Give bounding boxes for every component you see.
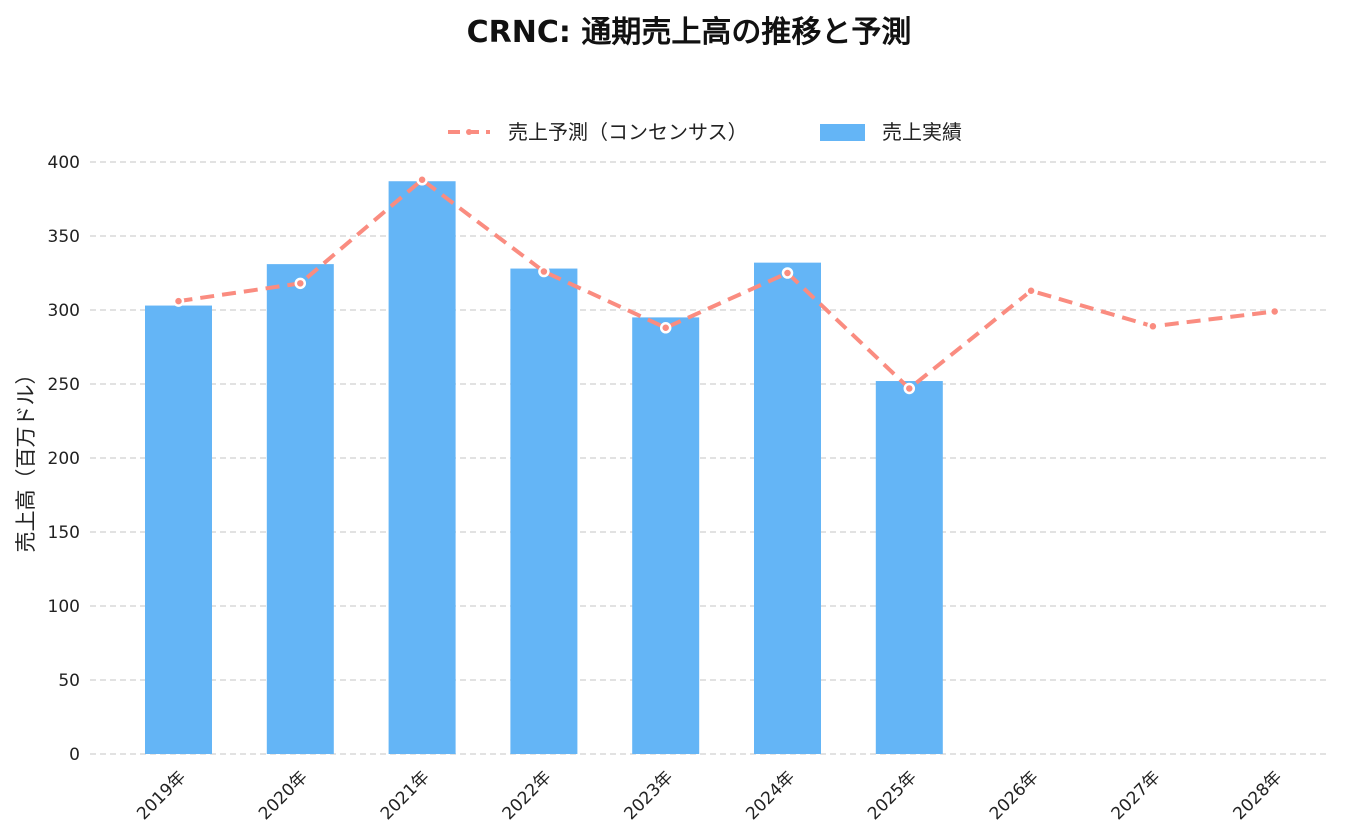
- x-tick-label: 2022年: [499, 767, 556, 824]
- legend-forecast-label: 売上予測（コンセンサス）: [508, 120, 748, 144]
- bar: [388, 181, 456, 755]
- y-tick-label: 0: [69, 745, 80, 765]
- y-tick-label: 250: [48, 375, 80, 395]
- bar: [632, 317, 700, 754]
- y-axis-label: 売上高（百万ドル）: [14, 364, 38, 553]
- legend: 売上予測（コンセンサス） 売上実績: [448, 120, 962, 144]
- x-tick-label: 2027年: [1108, 767, 1165, 824]
- y-axis-ticks: 0 50 100 150 200 250 300 350 400: [48, 153, 80, 765]
- x-tick-label: 2019年: [133, 767, 190, 824]
- forecast-point: [416, 174, 428, 186]
- y-tick-label: 300: [48, 301, 80, 321]
- x-tick-label: 2021年: [377, 767, 434, 824]
- bar: [754, 262, 821, 754]
- chart-title: CRNC: 通期売上高の推移と予測: [467, 15, 912, 50]
- forecast-point: [172, 295, 185, 307]
- forecast-point: [1025, 285, 1037, 297]
- forecast-point: [1147, 320, 1159, 333]
- bar: [266, 264, 334, 754]
- legend-actual-label: 売上実績: [882, 120, 962, 144]
- x-tick-label: 2026年: [986, 767, 1043, 824]
- y-tick-label: 200: [48, 449, 80, 469]
- forecast-line: [178, 177, 1275, 391]
- forecast-line-layer: [172, 174, 1281, 395]
- y-tick-label: 150: [48, 523, 80, 543]
- y-tick-label: 100: [48, 597, 80, 617]
- legend-forecast-marker: [466, 129, 472, 135]
- bars: [145, 181, 943, 755]
- forecast-point: [1268, 305, 1281, 318]
- legend-actual-swatch: [820, 124, 865, 141]
- y-tick-label: 350: [48, 227, 80, 247]
- bar: [510, 268, 578, 754]
- bar: [145, 305, 212, 754]
- forecast-point: [781, 267, 794, 279]
- legend-item-forecast: 売上予測（コンセンサス）: [448, 120, 748, 144]
- x-tick-label: 2028年: [1229, 767, 1286, 824]
- x-axis-ticks: 2019年 2020年 2021年 2022年 2023年 2024年 2025年 2026年…: [133, 767, 1286, 824]
- y-tick-label: 50: [58, 671, 80, 691]
- bar: [875, 381, 943, 754]
- x-tick-label: 2024年: [742, 767, 799, 824]
- legend-item-actual: 売上実績: [820, 120, 962, 144]
- x-tick-label: 2020年: [255, 767, 312, 824]
- x-tick-label: 2025年: [864, 767, 921, 824]
- forecast-point: [659, 322, 672, 334]
- forecast-point: [538, 265, 550, 278]
- x-tick-label: 2023年: [620, 767, 677, 824]
- forecast-point: [294, 277, 307, 290]
- forecast-point: [903, 382, 916, 395]
- y-tick-label: 400: [48, 153, 80, 173]
